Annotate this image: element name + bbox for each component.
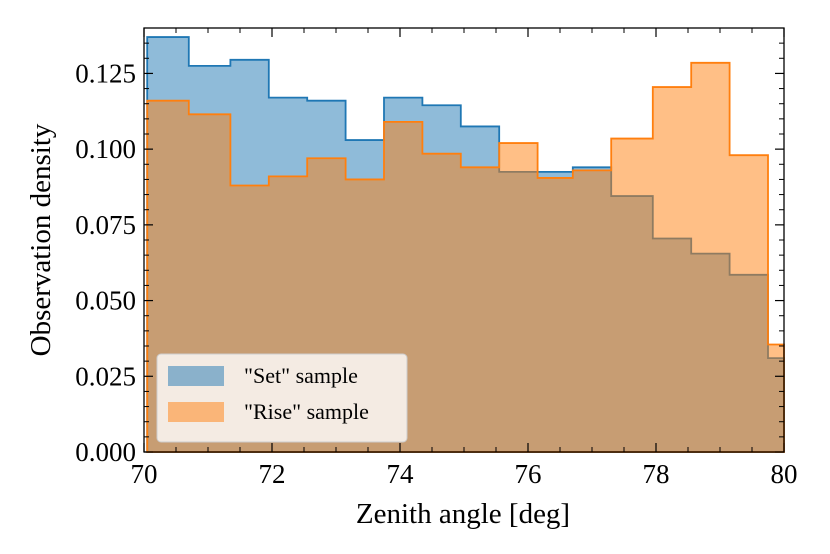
x-tick-label: 70 (131, 459, 158, 489)
legend-label-set: "Set" sample (244, 363, 358, 388)
ticks-layer: 70 72 74 76 78 80 0.000 0.025 0.050 0.075 0.100 0.1… (75, 27, 798, 489)
y-tick-label: 0.000 (75, 437, 136, 467)
y-tick-label: 0.025 (75, 361, 136, 391)
y-tick-label: 0.125 (75, 58, 136, 88)
legend-label-rise: "Rise" sample (244, 399, 369, 424)
y-axis-label: Observation density (25, 123, 57, 356)
x-tick-label: 78 (643, 459, 670, 489)
x-tick-label: 72 (259, 459, 286, 489)
y-tick-label: 0.050 (75, 286, 136, 316)
x-tick-label: 80 (771, 459, 798, 489)
x-axis-label: Zenith angle [deg] (356, 498, 570, 530)
plot-frame (143, 27, 785, 453)
legend-swatch-set (168, 366, 224, 386)
y-tick-label: 0.075 (75, 210, 136, 240)
legend: "Set" sample "Rise" sample (156, 353, 408, 443)
x-tick-label: 74 (387, 459, 415, 489)
x-tick-label: 76 (515, 459, 542, 489)
y-tick-label: 0.100 (75, 134, 136, 164)
legend-swatch-rise (168, 402, 224, 422)
